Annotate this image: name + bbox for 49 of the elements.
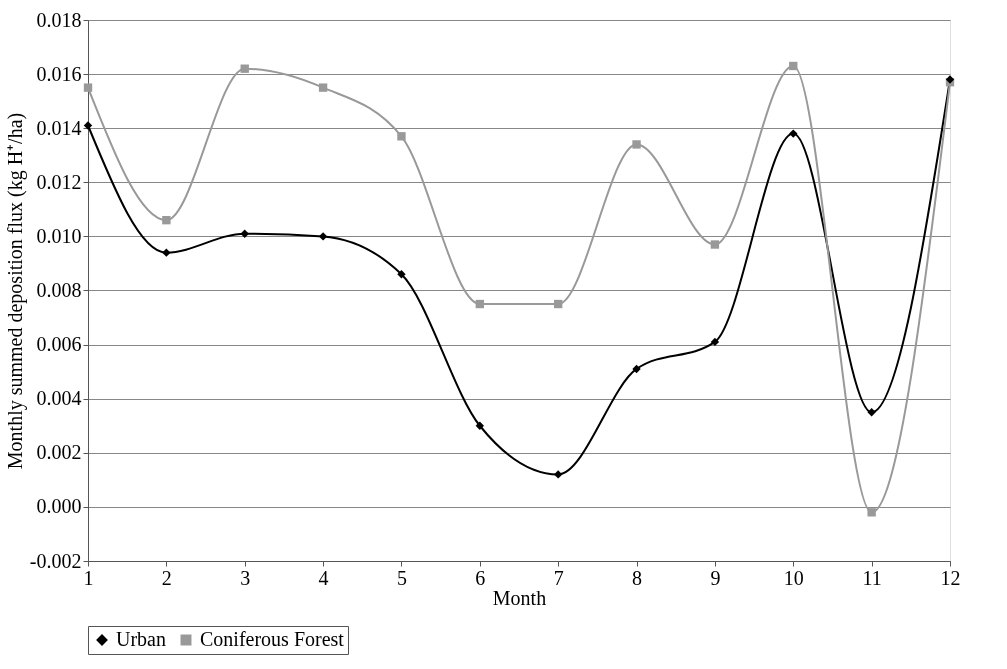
point: [789, 129, 798, 138]
point: [789, 61, 798, 71]
point: [240, 64, 249, 73]
x-tick-label: 5: [396, 566, 407, 589]
point: [867, 508, 876, 517]
y-tick-label: 0.016: [36, 62, 82, 85]
x-tick-label: 8: [632, 566, 643, 589]
point: [162, 248, 171, 257]
point: [83, 83, 93, 92]
y-tick-label: 0.006: [36, 333, 82, 356]
y-tick-label: 0.002: [36, 441, 82, 464]
point: [475, 299, 484, 309]
legend-label: Urban: [116, 628, 166, 650]
point: [475, 421, 484, 430]
x-tick-label: 4: [318, 566, 329, 589]
x-tick-label: 2: [161, 566, 172, 589]
x-tick-label: 10: [783, 566, 804, 589]
x-tick-label: 6: [475, 566, 486, 589]
point: [318, 232, 328, 241]
x-tick-label: 9: [710, 566, 721, 589]
point: [162, 215, 171, 225]
x-tick-label: 7: [553, 566, 564, 589]
point: [397, 270, 406, 279]
y-tick-label: 0.004: [36, 387, 82, 410]
legend-label: Coniferous Forest: [200, 628, 345, 650]
x-tick-label: 11: [862, 566, 882, 589]
y-tick-label: -0.002: [29, 549, 82, 572]
point: [632, 140, 641, 149]
point: [397, 132, 406, 141]
y-tick-label: 0.010: [36, 224, 82, 247]
point: [710, 240, 720, 249]
y-tick-label: 0.014: [36, 116, 82, 139]
y-tick-label: 0.018: [36, 8, 82, 31]
point: [632, 364, 641, 374]
y-tick-label: 0.008: [36, 279, 82, 301]
x-tick-label: 3: [240, 566, 251, 589]
x-axis-title: Month: [492, 586, 547, 609]
x-tick-label: 1: [83, 566, 94, 589]
point: [83, 121, 93, 130]
point: [554, 470, 563, 479]
y-axis-title: Monthly summed deposition flux (kg H⁺/ha): [3, 112, 27, 470]
point: [240, 229, 249, 238]
point: [554, 299, 563, 309]
point: [867, 408, 876, 417]
point: [318, 83, 328, 92]
y-tick-label: 0.012: [36, 170, 82, 193]
y-tick-label: 0.000: [36, 495, 82, 518]
point: [710, 337, 720, 347]
x-tick-label: 12: [940, 566, 961, 589]
